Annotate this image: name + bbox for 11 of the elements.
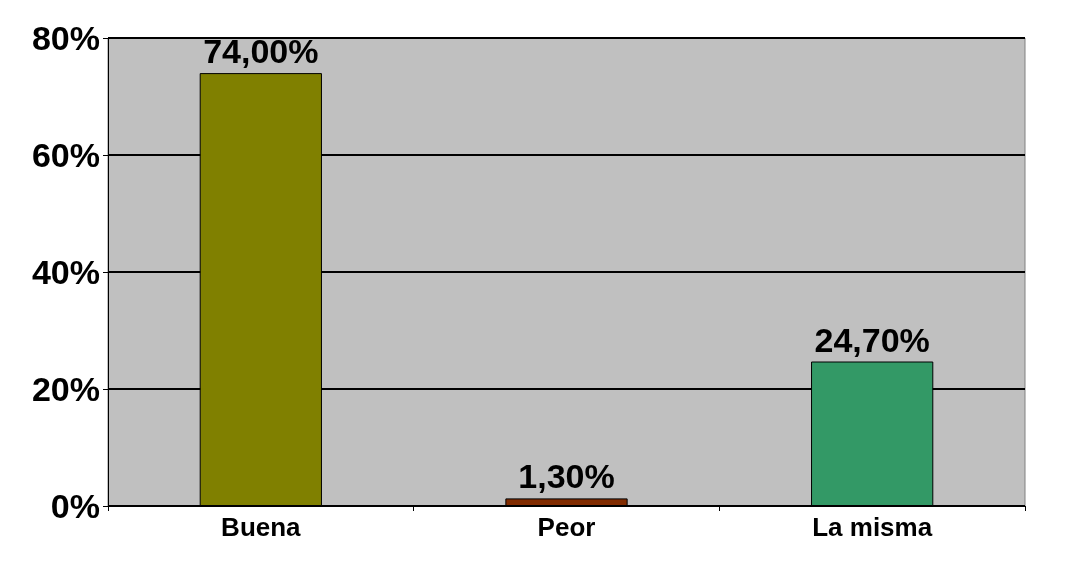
y-tick-label: 0% <box>50 487 100 525</box>
data-label: 74,00% <box>203 32 319 71</box>
data-label: 1,30% <box>518 457 615 496</box>
x-tick-label: Peor <box>537 512 596 542</box>
data-label: 24,70% <box>814 320 930 359</box>
x-tick-label: La misma <box>812 512 933 542</box>
y-tick-label: 60% <box>31 136 100 174</box>
y-tick-label: 20% <box>31 370 100 408</box>
y-tick-label: 80% <box>31 19 100 57</box>
x-tick-label: Buena <box>221 512 302 542</box>
y-tick-label: 40% <box>31 253 100 291</box>
